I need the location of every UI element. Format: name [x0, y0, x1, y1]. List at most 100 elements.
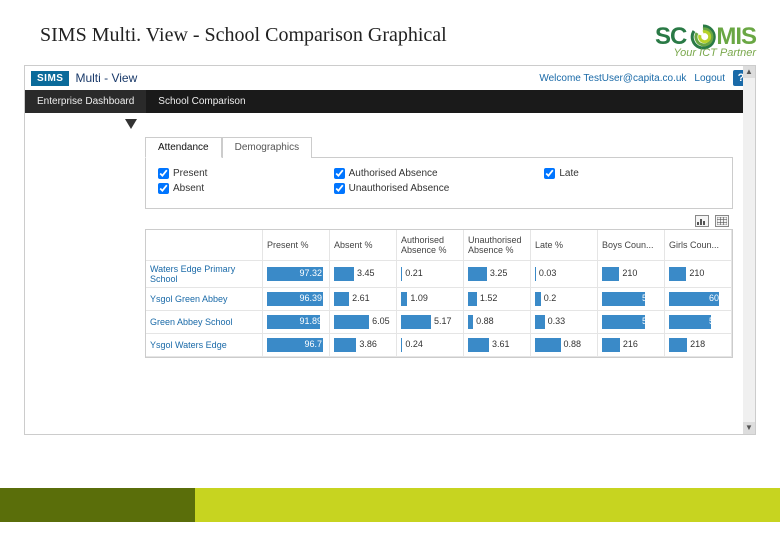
- cb-absent-label: Absent: [173, 183, 204, 194]
- bar-cell: 523: [598, 287, 665, 310]
- cb-absent-input[interactable]: [158, 183, 169, 194]
- scomis-logo: SC MIS Your ICT Partner: [655, 24, 756, 59]
- bar: [602, 338, 620, 352]
- bar-cell: 96.39: [263, 287, 330, 310]
- bar-cell: 216: [598, 333, 665, 356]
- col-header[interactable]: [146, 230, 263, 260]
- scroll-down-icon[interactable]: ▼: [743, 422, 755, 434]
- bar-value: 3.61: [492, 339, 510, 349]
- school-name[interactable]: Ysgol Green Abbey: [146, 287, 263, 310]
- bar-cell: 504: [665, 310, 732, 333]
- app-frame: SIMS Multi - View Welcome TestUser@capit…: [24, 65, 756, 435]
- grid-view-icon[interactable]: [715, 215, 729, 227]
- chart-view-icon[interactable]: [695, 215, 709, 227]
- cb-absent[interactable]: Absent: [158, 183, 334, 194]
- app-navbar: Enterprise Dashboard School Comparison: [25, 90, 755, 113]
- table-row: Green Abbey School91.896.055.170.880.335…: [146, 310, 732, 333]
- cb-present-label: Present: [173, 168, 207, 179]
- col-header[interactable]: Present %: [263, 230, 330, 260]
- col-header[interactable]: Girls Coun...: [665, 230, 732, 260]
- bar-value: 97.32: [299, 268, 322, 278]
- nav-enterprise-dashboard[interactable]: Enterprise Dashboard: [25, 90, 146, 113]
- page-title: SIMS Multi. View - School Comparison Gra…: [40, 24, 447, 47]
- cb-auth-input[interactable]: [334, 168, 345, 179]
- table-row: Waters Edge Primary School97.323.450.213…: [146, 260, 732, 287]
- bar-cell: 0.88: [464, 310, 531, 333]
- col-header[interactable]: Absent %: [330, 230, 397, 260]
- cb-unauthorised[interactable]: Unauthorised Absence: [334, 183, 545, 194]
- bar-cell: 1.52: [464, 287, 531, 310]
- logo-tagline: Your ICT Partner: [673, 48, 756, 59]
- cb-late-input[interactable]: [544, 168, 555, 179]
- bar-value: 0.88: [476, 316, 494, 326]
- bar: [334, 267, 354, 281]
- bar: [401, 315, 431, 329]
- bar-cell: 5.17: [397, 310, 464, 333]
- cb-unauth-input[interactable]: [334, 183, 345, 194]
- bar: [535, 267, 536, 281]
- bar-value: 0.21: [405, 268, 423, 278]
- bar-value: 504: [709, 316, 724, 326]
- col-header[interactable]: Authorised Absence %: [397, 230, 464, 260]
- cb-present-input[interactable]: [158, 168, 169, 179]
- app-brand-text: Multi - View: [75, 71, 137, 85]
- bar: [602, 267, 619, 281]
- bar-cell: 218: [665, 333, 732, 356]
- cb-late-label: Late: [559, 168, 578, 179]
- data-table: Present %Absent %Authorised Absence %Una…: [145, 229, 733, 358]
- cb-late[interactable]: Late: [544, 168, 720, 179]
- bar-value: 606: [709, 293, 724, 303]
- bar: [468, 267, 487, 281]
- bar-value: 0.33: [548, 316, 566, 326]
- bar-cell: 0.33: [531, 310, 598, 333]
- footer-band: [0, 488, 780, 522]
- bar-value: 2.61: [352, 293, 370, 303]
- bar: [334, 292, 349, 306]
- bar-cell: 210: [665, 260, 732, 287]
- bar-value: 218: [690, 339, 705, 349]
- nav-school-comparison[interactable]: School Comparison: [146, 90, 257, 113]
- bar: [669, 338, 687, 352]
- bar-value: 523: [642, 293, 657, 303]
- bar: [669, 315, 711, 329]
- bar-cell: 523: [598, 310, 665, 333]
- cb-present[interactable]: Present: [158, 168, 334, 179]
- vertical-scrollbar[interactable]: ▲ ▼: [743, 66, 755, 434]
- col-header[interactable]: Unauthorised Absence %: [464, 230, 531, 260]
- bar-cell: 210: [598, 260, 665, 287]
- bar-cell: 6.05: [330, 310, 397, 333]
- bar-value: 0.2: [544, 293, 557, 303]
- cb-authorised[interactable]: Authorised Absence: [334, 168, 545, 179]
- bar-value: 1.52: [480, 293, 498, 303]
- bar: [602, 315, 645, 329]
- checkbox-panel: Present Authorised Absence Late Absent U…: [145, 158, 733, 209]
- logout-link[interactable]: Logout: [694, 73, 725, 84]
- bar-value: 6.05: [372, 316, 390, 326]
- school-name[interactable]: Waters Edge Primary School: [146, 260, 263, 287]
- table-row: Ysgol Waters Edge96.7 3.86 0.24 3.61 0.88 216…: [146, 333, 732, 356]
- bar-value: 3.86: [359, 339, 377, 349]
- bar: [669, 267, 686, 281]
- tab-attendance[interactable]: Attendance: [145, 137, 222, 158]
- bar: [334, 315, 369, 329]
- welcome-text: Welcome TestUser@capita.co.uk: [539, 73, 686, 84]
- bar: [401, 292, 407, 306]
- bar-value: 0.24: [405, 339, 423, 349]
- tab-demographics[interactable]: Demographics: [222, 137, 312, 158]
- col-header[interactable]: Boys Coun...: [598, 230, 665, 260]
- bar-cell: 3.86: [330, 333, 397, 356]
- bar-cell: 96.7: [263, 333, 330, 356]
- bar-value: 0.03: [539, 268, 557, 278]
- col-header[interactable]: Late %: [531, 230, 598, 260]
- bar-cell: 2.61: [330, 287, 397, 310]
- sims-badge: SIMS: [31, 71, 69, 86]
- bar: [401, 267, 402, 281]
- school-name[interactable]: Green Abbey School: [146, 310, 263, 333]
- tabstrip: Attendance Demographics: [145, 136, 733, 158]
- filter-icon[interactable]: [125, 119, 137, 129]
- bar-value: 0.88: [564, 339, 582, 349]
- school-name[interactable]: Ysgol Waters Edge: [146, 333, 263, 356]
- scroll-up-icon[interactable]: ▲: [743, 66, 755, 78]
- bar: [468, 315, 473, 329]
- bar-cell: 0.24: [397, 333, 464, 356]
